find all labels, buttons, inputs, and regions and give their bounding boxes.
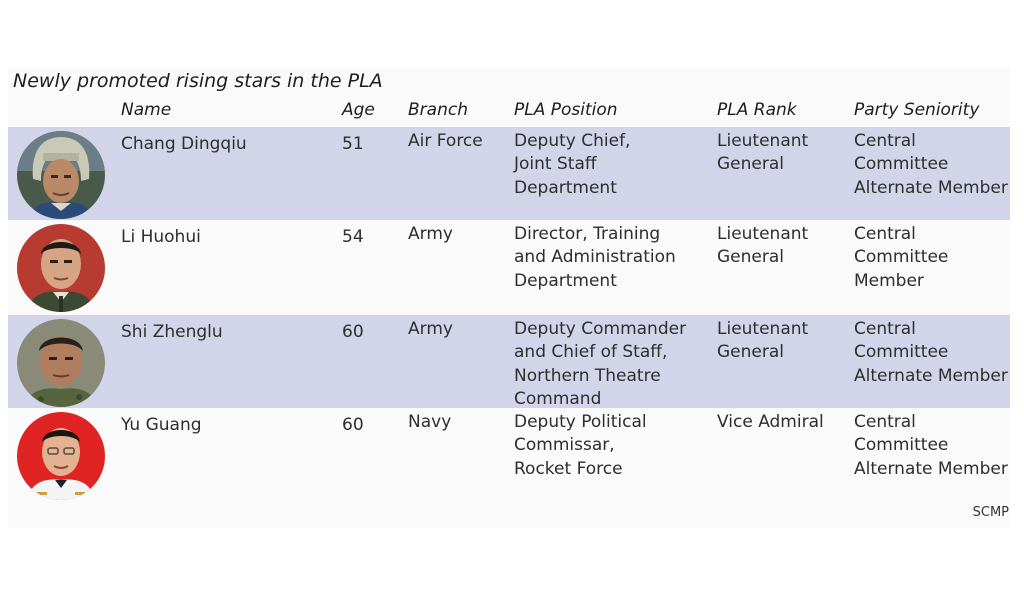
person-rank: Vice Admiral <box>717 412 824 432</box>
person-age: 60 <box>342 415 364 435</box>
header-party: Party Seniority <box>854 100 980 120</box>
person-name: Shi Zhenglu <box>121 322 223 342</box>
person-age: 51 <box>342 134 364 154</box>
person-rank: Lieutenant General <box>717 131 809 175</box>
person-position: Deputy Political Commissar, Rocket Force <box>514 412 647 479</box>
navy-officer-portrait-icon <box>17 412 105 500</box>
person-branch: Air Force <box>408 131 483 151</box>
pilot-helmet-portrait-icon <box>17 131 105 219</box>
table-row: Yu Guang 60 Navy Deputy Political Commis… <box>8 408 1010 501</box>
person-position: Director, Training and Administration De… <box>514 224 676 291</box>
person-party-seniority: Central Committee Alternate Member <box>854 412 1008 479</box>
person-branch: Navy <box>408 412 452 432</box>
table-row: Shi Zhenglu 60 Army Deputy Commander and… <box>8 315 1010 409</box>
person-position: Deputy Chief, Joint Staff Department <box>514 131 631 198</box>
source-credit: SCMP <box>972 505 1009 520</box>
table-title: Newly promoted rising stars in the PLA <box>13 70 383 92</box>
table-row: Chang Dingqiu 51 Air Force Deputy Chief,… <box>8 127 1010 220</box>
header-age: Age <box>342 100 375 120</box>
header-rank: PLA Rank <box>717 100 797 120</box>
person-name: Chang Dingqiu <box>121 134 247 154</box>
person-party-seniority: Central Committee Member <box>854 224 949 291</box>
table-row: Li Huohui 54 Army Director, Training and… <box>8 220 1010 313</box>
person-name: Li Huohui <box>121 227 201 247</box>
person-rank: Lieutenant General <box>717 319 809 363</box>
person-branch: Army <box>408 319 453 339</box>
person-age: 54 <box>342 227 364 247</box>
person-age: 60 <box>342 322 364 342</box>
army-officer-portrait-icon <box>17 224 105 312</box>
header-name: Name <box>121 100 172 120</box>
person-name: Yu Guang <box>121 415 202 435</box>
person-party-seniority: Central Committee Alternate Member <box>854 319 1008 386</box>
header-branch: Branch <box>408 100 468 120</box>
person-branch: Army <box>408 224 453 244</box>
person-rank: Lieutenant General <box>717 224 809 268</box>
army-officer-portrait-icon <box>17 319 105 407</box>
person-position: Deputy Commander and Chief of Staff, Nor… <box>514 319 687 409</box>
header-position: PLA Position <box>514 100 618 120</box>
person-party-seniority: Central Committee Alternate Member <box>854 131 1008 198</box>
